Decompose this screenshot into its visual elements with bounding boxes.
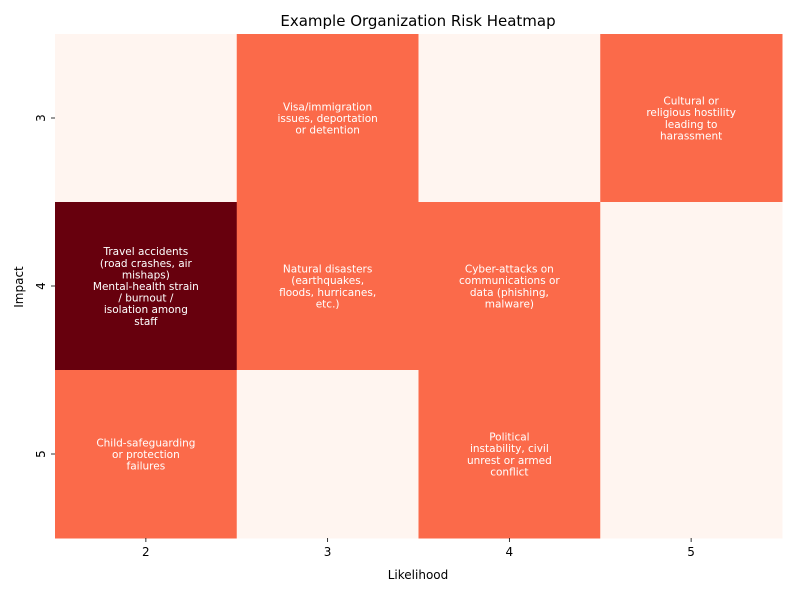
x-tick-label: 2	[142, 545, 150, 559]
heatmap-cell-labels: Visa/immigration issues, deportation or de…	[93, 96, 736, 479]
cell-label-line: leading to	[665, 119, 718, 131]
cell-label-line: Cultural or	[663, 96, 719, 108]
cell-label-line: Child-safeguarding	[96, 437, 195, 449]
cell-label-line: Visa/immigration	[283, 101, 372, 113]
cell-label-line: failures	[127, 461, 166, 473]
x-tick-label: 5	[687, 545, 695, 559]
cell-label-line: harassment	[660, 130, 722, 142]
cell-label-line: communications or	[459, 275, 560, 287]
cell-label-line: or protection	[112, 449, 180, 461]
cell-label-line: (road crashes, air	[100, 258, 193, 270]
x-axis-label: Likelihood	[388, 568, 449, 582]
heatmap-cell-2-4	[55, 202, 238, 371]
cell-label-line: unrest or armed	[467, 455, 552, 467]
heatmap-cell-5-3	[600, 34, 783, 203]
chart-title: Example Organization Risk Heatmap	[280, 12, 555, 30]
cell-label-3-4: Natural disasters (earthquakes, floods, hu…	[279, 264, 376, 311]
cell-label-line: malware)	[485, 298, 534, 310]
cell-label-line: Natural disasters	[283, 264, 372, 276]
heatmap-cell-3-5	[236, 370, 419, 539]
cell-label-4-4: Cyber-attacks on communications or data (p…	[459, 264, 560, 311]
cell-label-line: religious hostility	[646, 107, 736, 119]
heatmap-cell-4-4	[418, 202, 601, 371]
heatmap-cell-4-3	[418, 34, 601, 203]
cell-label-line: or detention	[295, 125, 360, 137]
heatmap-cell-5-4	[600, 202, 783, 371]
cell-label-2-5: Child-safeguarding or protection failures	[96, 437, 195, 472]
cell-label-line: issues, deportation	[277, 113, 377, 125]
heatmap-cell-2-3	[55, 34, 238, 203]
cell-label-line: Cyber-attacks on	[465, 264, 554, 276]
heatmap-cell-3-4	[236, 202, 419, 371]
cell-label-line: conflict	[490, 466, 528, 478]
cell-label-line: isolation among	[104, 304, 188, 316]
cell-label-line: floods, hurricanes,	[279, 287, 376, 299]
x-tick-label: 3	[324, 545, 332, 559]
cell-label-5-3: Cultural or religious hostility leading to…	[646, 96, 736, 143]
y-axis-ticks: 3 4 5	[34, 114, 55, 458]
cell-label-3-3: Visa/immigration issues, deportation or de…	[277, 101, 377, 136]
cell-label-line: (earthquakes,	[291, 275, 364, 287]
cell-label-line: / burnout /	[118, 293, 174, 305]
cell-label-line: data (phishing,	[470, 287, 549, 299]
heatmap-cell-2-5	[55, 370, 238, 539]
cell-label-line: etc.)	[316, 298, 340, 310]
heatmap-cell-4-5	[418, 370, 601, 539]
cell-label-line: Travel accidents	[102, 246, 188, 258]
y-axis-label: Impact	[12, 266, 26, 308]
cell-label-line: Mental-health strain	[93, 281, 199, 293]
cell-label-line: mishaps)	[122, 269, 170, 281]
cell-label-2-4: Travel accidents (road crashes, air mishap…	[93, 246, 199, 328]
y-tick-label: 4	[34, 282, 48, 290]
cell-label-line: Political	[489, 432, 529, 444]
x-axis-ticks: 2 3 4 5	[142, 538, 695, 559]
heatmap-cells	[55, 34, 783, 539]
cell-label-4-5: Political instability, civil unrest or arm…	[467, 432, 552, 479]
heatmap-cell-5-5	[600, 370, 783, 539]
x-tick-label: 4	[506, 545, 514, 559]
cell-label-line: staff	[134, 316, 158, 328]
cell-label-line: instability, civil	[470, 443, 549, 455]
y-tick-label: 3	[34, 114, 48, 122]
y-tick-label: 5	[34, 450, 48, 458]
heatmap-cell-3-3	[236, 34, 419, 203]
